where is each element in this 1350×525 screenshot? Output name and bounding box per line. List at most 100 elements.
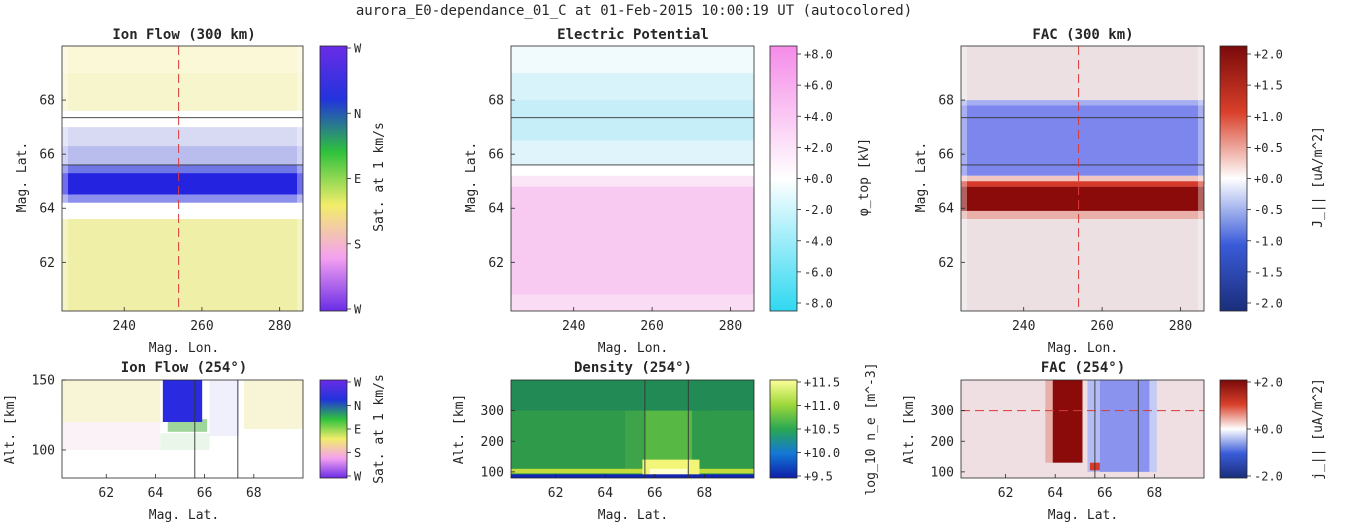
x-tick-label: 66	[197, 486, 213, 501]
colorbar-tick-label: -2.0	[804, 203, 833, 217]
x-tick-label: 64	[1047, 486, 1063, 501]
colorbar-tick-label: -0.5	[1254, 203, 1283, 217]
colorbar-tick-label: +9.5	[804, 470, 833, 484]
plot-frame	[61, 379, 304, 479]
heatmap-region	[167, 419, 208, 432]
colorbar-tick-label: W	[354, 42, 362, 56]
y-tick-label: 100	[481, 465, 504, 480]
colorbar-tick-label: -8.0	[804, 297, 833, 311]
heatmap-cells	[62, 380, 303, 478]
plot-frame	[61, 45, 304, 312]
figure-title: aurora_E0-dependance_01_C at 01-Feb-2015…	[356, 3, 912, 19]
colorbar-tick-label: +0.5	[1254, 141, 1283, 155]
y-tick-label: 62	[39, 256, 55, 271]
colorbar-tick-label: S	[354, 446, 361, 460]
x-axis-label: Mag. Lon.	[598, 341, 668, 356]
colorbar-tick-label: -2.0	[1254, 297, 1283, 311]
heatmap-band	[511, 164, 754, 176]
y-axis-label: Alt. [km]	[3, 394, 18, 464]
heatmap-band	[62, 164, 303, 174]
x-axis-label: Mag. Lat.	[598, 508, 668, 523]
heatmap-band	[961, 219, 1204, 311]
heatmap-region	[1149, 380, 1157, 472]
panel-ion-flow-map: Ion Flow (300 km) 240 260 280 62 64 66 68 Mag.…	[15, 27, 387, 356]
colorbar-tick-label: +4.0	[804, 110, 833, 124]
y-tick-label: 200	[931, 435, 954, 450]
plot-frame	[960, 379, 1205, 479]
x-tick-label: 280	[268, 319, 291, 334]
y-axis-label: Mag. Lat.	[15, 142, 30, 212]
plot-frame	[960, 45, 1205, 312]
y-tick-label: 66	[39, 148, 55, 163]
y-axis-label: Mag. Lat.	[914, 142, 929, 212]
x-tick-label: 260	[1090, 319, 1113, 334]
panel-title: FAC (300 km)	[1032, 27, 1133, 43]
colorbar-tick-label: +1.0	[1254, 110, 1283, 124]
x-tick-label: 240	[562, 319, 585, 334]
colorbar-tick-label: +11.0	[804, 399, 840, 413]
heatmap-region	[1052, 380, 1083, 463]
heatmap-region	[160, 433, 210, 450]
colorbar-gradient	[320, 380, 347, 478]
heatmap-band	[62, 202, 303, 220]
colorbar: +8.0 +6.0 +4.0 +2.0 +0.0 -2.0 -4.0 -6.0 -8.0	[769, 45, 833, 312]
y-tick-label: 300	[481, 404, 504, 419]
colorbar-tick-label: N	[354, 107, 361, 121]
heatmap-region	[625, 410, 645, 472]
x-tick-label: 64	[597, 486, 613, 501]
colorbar-tick-label: +6.0	[804, 79, 833, 93]
heatmap: 240 260 280 62 64 66 68	[488, 45, 755, 334]
heatmap-cells	[961, 46, 1204, 311]
x-tick-label: 68	[697, 486, 713, 501]
colorbar-tick-label: +2.0	[804, 141, 833, 155]
heatmap-band	[961, 210, 1204, 220]
x-tick-label: 62	[998, 486, 1014, 501]
heatmap-cells	[511, 46, 754, 311]
y-tick-label: 68	[39, 94, 55, 109]
colorbar-tick-label: -4.0	[804, 234, 833, 248]
heatmap: 62 64 66 68 100 150	[32, 374, 304, 501]
heatmap-region	[1045, 380, 1053, 463]
heatmap-band	[62, 173, 303, 195]
x-tick-label: 260	[640, 319, 663, 334]
y-tick-label: 200	[481, 435, 504, 450]
colorbar: +11.5 +11.0 +10.5 +10.0 +9.5	[769, 376, 840, 484]
heatmap-band	[62, 127, 303, 147]
heatmap-band	[511, 294, 754, 311]
colorbar-tick-label: W	[354, 470, 362, 484]
x-tick-label: 66	[1097, 486, 1113, 501]
colorbar-tick-label: +0.0	[804, 172, 833, 186]
colorbar-tick-label: +0.0	[1254, 172, 1283, 186]
colorbar-tick-label: E	[354, 423, 361, 437]
heatmap-cells	[961, 380, 1204, 478]
heatmap: 62 64 66 68 100 200 300	[481, 379, 755, 501]
y-axis-label: Mag. Lat.	[464, 142, 479, 212]
colorbar-label: φ_top [kV]	[857, 138, 872, 216]
heatmap-band	[62, 194, 303, 203]
heatmap-region	[709, 410, 754, 472]
colorbar-tick-label: +8.0	[804, 48, 833, 62]
panel-title: Ion Flow (254°)	[121, 360, 247, 376]
y-tick-label: 100	[32, 444, 55, 459]
colorbar-gradient	[1220, 46, 1247, 311]
y-tick-label: 64	[938, 202, 954, 217]
colorbar-tick-label: +10.5	[804, 423, 840, 437]
colorbar-label: Sat. at 1 km/s	[372, 122, 387, 232]
heatmap: 62 64 66 68 100 200 300	[931, 379, 1205, 501]
heatmap-band	[961, 181, 1204, 187]
panel-electric-potential-map: Electric Potential 240 260 280 62 64 66 68 Mag…	[464, 27, 872, 356]
colorbar-tick-label: -1.0	[1254, 234, 1283, 248]
y-tick-label: 64	[39, 202, 55, 217]
heatmap-cells	[511, 380, 754, 478]
x-tick-label: 62	[548, 486, 564, 501]
heatmap-band	[511, 186, 754, 295]
heatmap-region	[511, 380, 754, 411]
heatmap-band	[961, 100, 1204, 106]
heatmap-band	[511, 175, 754, 187]
colorbar-tick-label: W	[354, 376, 362, 390]
heatmap-band	[961, 175, 1204, 182]
heatmap-band	[62, 219, 303, 311]
colorbar-gradient	[770, 380, 797, 478]
x-tick-label: 260	[190, 319, 213, 334]
